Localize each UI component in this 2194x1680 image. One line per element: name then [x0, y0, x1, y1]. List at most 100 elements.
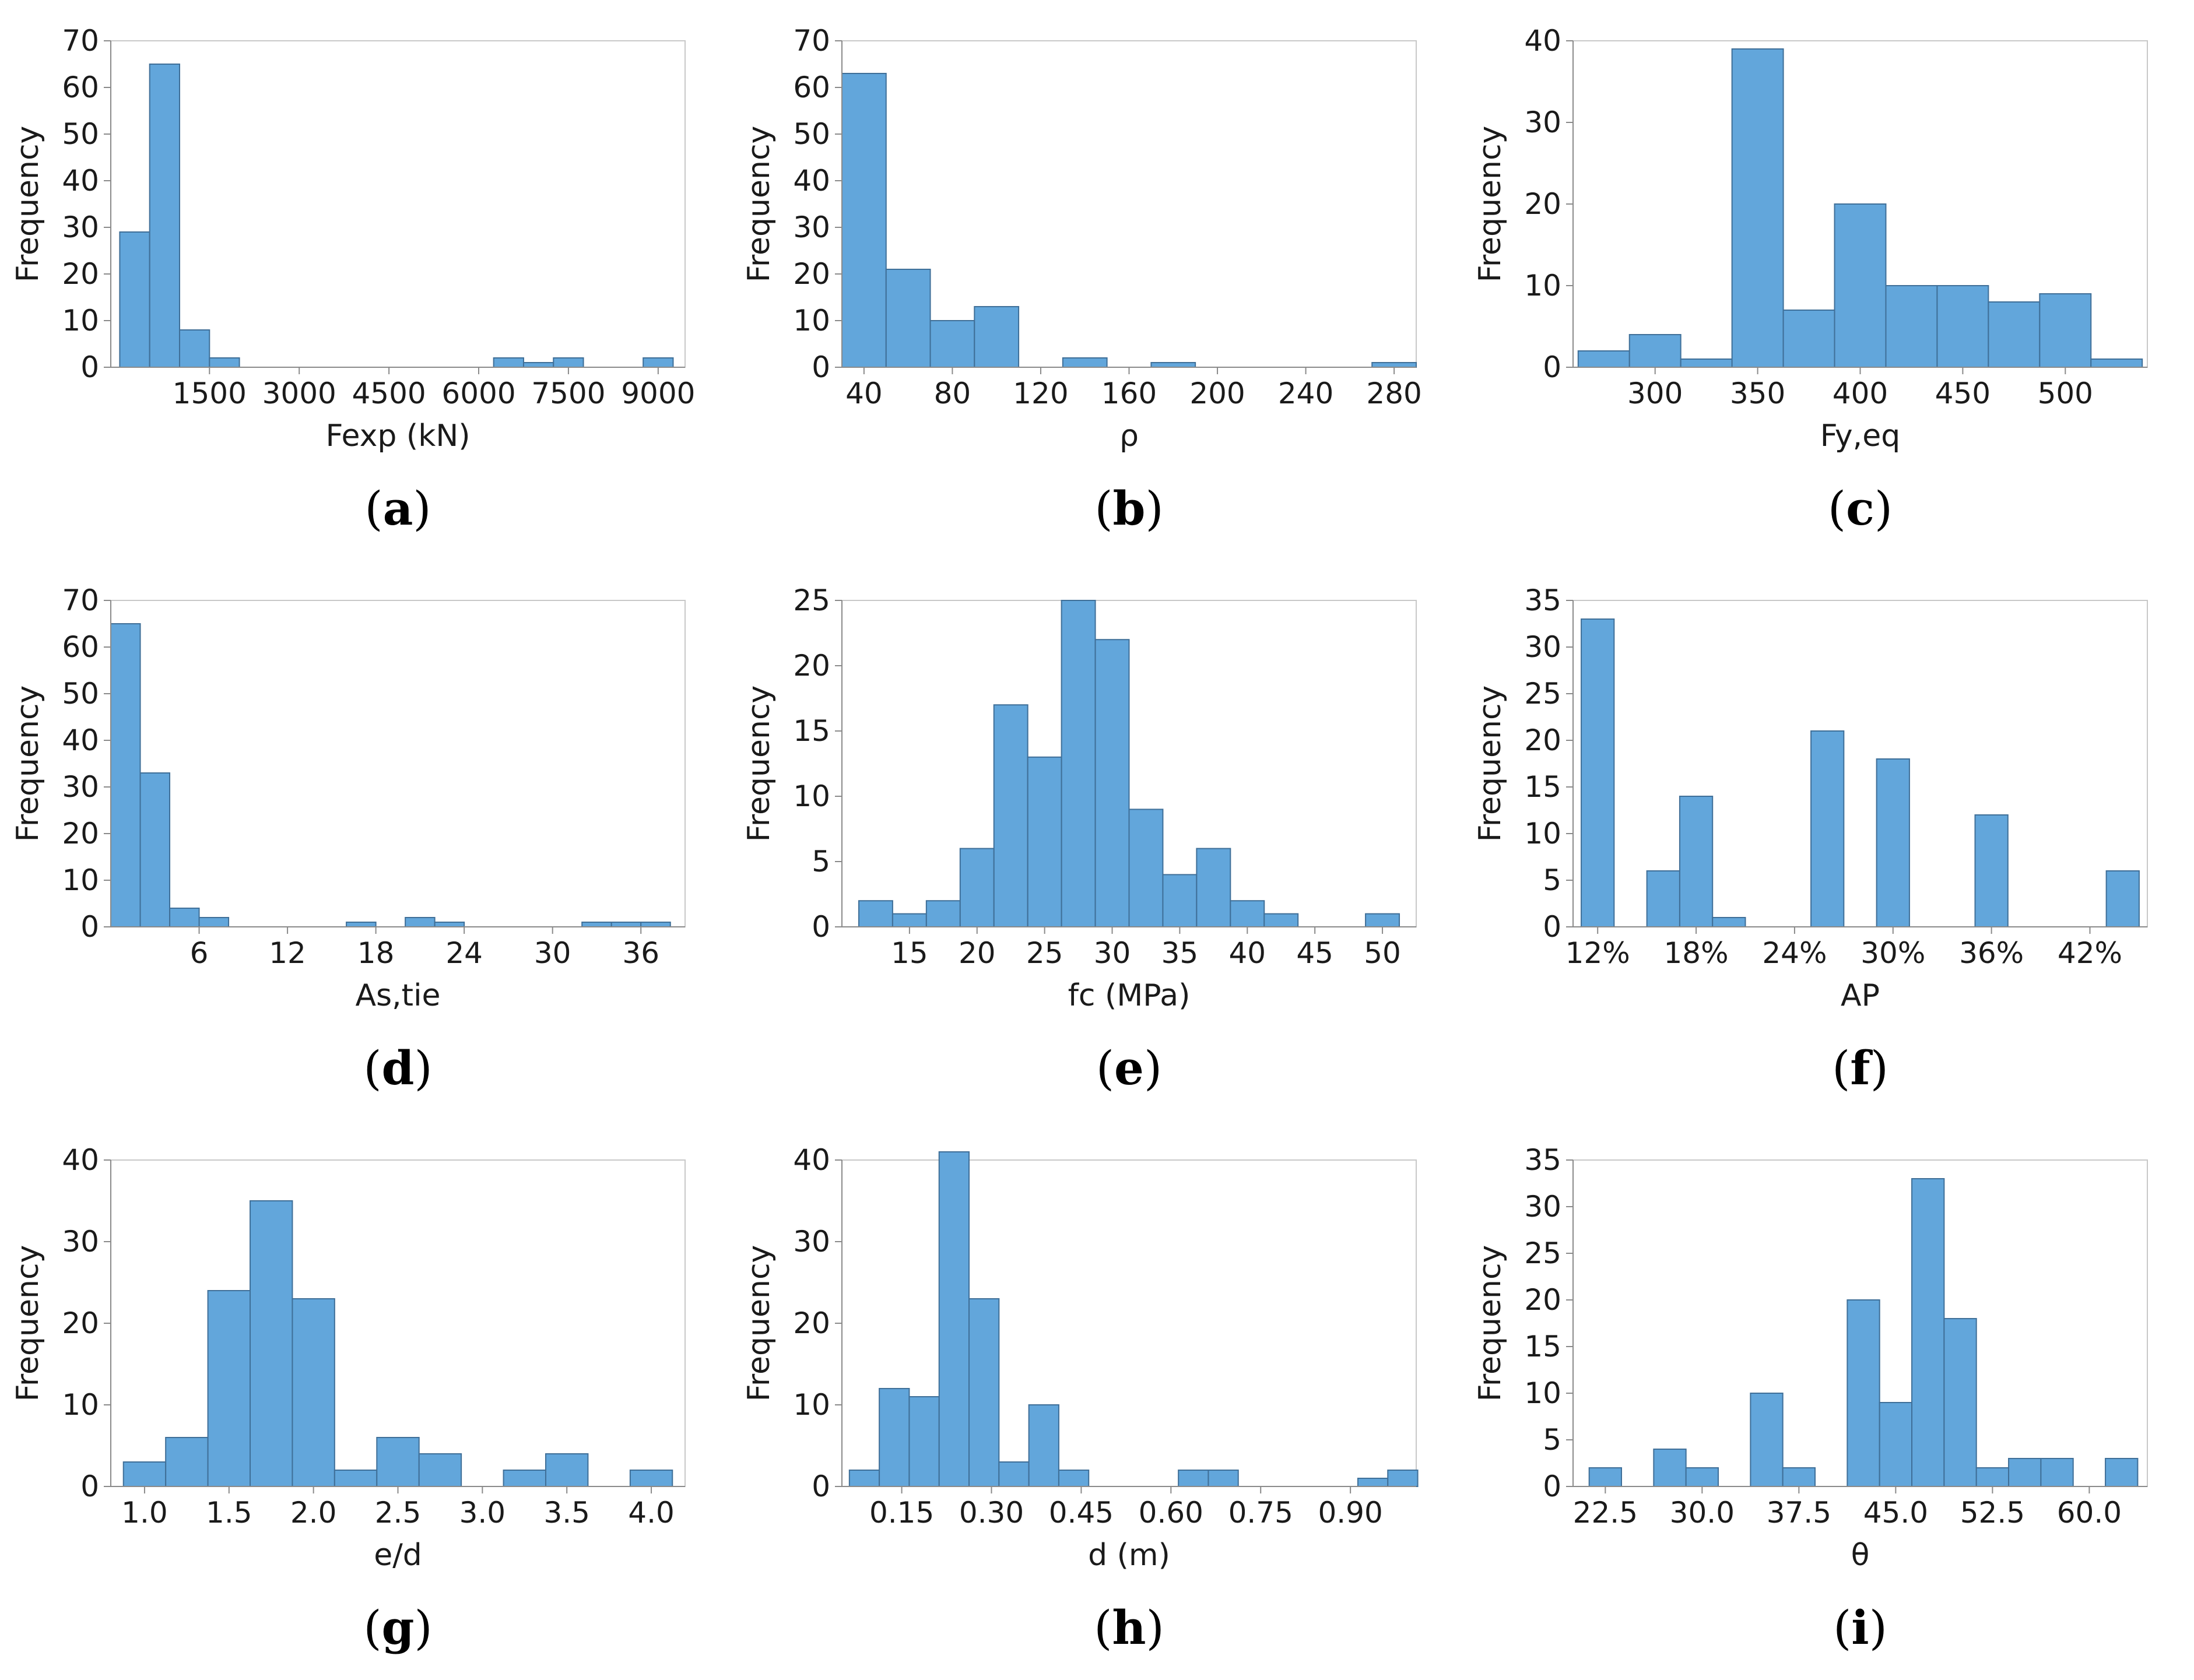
- x-tick-label: 3.0: [459, 1496, 506, 1530]
- panel-caption: (a): [364, 481, 431, 536]
- histogram-bar: [581, 922, 612, 927]
- histogram-bar: [553, 357, 584, 368]
- histogram-svg-b: 0 10 20 30 40 50 60 70 40 80 120 160 200 240 280 ρ Frequ…: [742, 24, 1422, 536]
- x-tick-label: 20: [959, 936, 996, 970]
- histogram-bar: [434, 922, 465, 927]
- y-tick-label: 20: [62, 817, 99, 850]
- histogram-bar: [165, 1437, 209, 1487]
- x-tick-label: 60.0: [2057, 1496, 2122, 1530]
- x-tick-label: 0.45: [1049, 1496, 1114, 1530]
- histogram-bar: [1936, 285, 1989, 368]
- histogram-bar: [250, 1200, 293, 1487]
- histogram-bar: [1685, 1467, 1719, 1487]
- y-tick-label: 20: [793, 257, 830, 291]
- y-tick-label: 70: [793, 24, 830, 58]
- histogram-bar: [209, 357, 240, 368]
- y-tick-label: 0: [1543, 350, 1561, 384]
- histogram-bar: [1834, 203, 1887, 368]
- x-tick-label: 500: [2038, 377, 2093, 410]
- x-axis-title: fc (MPa): [1068, 978, 1191, 1013]
- x-tick-label: 7500: [531, 377, 605, 410]
- y-tick-label: 10: [1524, 269, 1561, 303]
- x-tick-label: 9000: [621, 377, 695, 410]
- y-tick-label: 30: [62, 210, 99, 244]
- y-tick-label: 20: [1524, 1283, 1561, 1317]
- histogram-panel-c: 0 10 20 30 40 300 350 400 450 500 Fy,eq Frequency (c…: [1462, 0, 2193, 560]
- y-tick-label: 5: [1543, 863, 1561, 897]
- histogram-bar: [1731, 48, 1784, 368]
- panel-caption: (e): [1096, 1041, 1162, 1095]
- y-tick-label: 0: [80, 1470, 99, 1503]
- histogram-bar: [1975, 1467, 2010, 1487]
- y-axis-title: Frequency: [1473, 1245, 1508, 1402]
- y-tick-label: 0: [80, 350, 99, 384]
- y-tick-label: 20: [62, 1306, 99, 1340]
- histogram-bar: [119, 231, 150, 368]
- y-tick-label: 5: [1543, 1423, 1561, 1457]
- x-tick-label: 36%: [1959, 936, 2024, 970]
- histogram-bar: [841, 73, 887, 368]
- y-tick-label: 40: [62, 723, 99, 757]
- x-tick-label: 24%: [1762, 936, 1827, 970]
- histogram-bar: [2105, 1458, 2139, 1487]
- histogram-bar: [1810, 730, 1845, 927]
- panel-caption: (c): [1828, 481, 1893, 536]
- histogram-bar: [1062, 357, 1108, 368]
- histogram-bar: [405, 917, 436, 927]
- x-tick-label: 0.75: [1228, 1496, 1293, 1530]
- y-tick-label: 10: [1524, 817, 1561, 850]
- histogram-bar: [110, 623, 141, 927]
- histogram-bar: [178, 329, 210, 368]
- histogram-bar: [1094, 639, 1130, 927]
- y-tick-label: 20: [793, 649, 830, 683]
- x-tick-label: 25: [1026, 936, 1063, 970]
- histogram-bar: [1357, 1478, 1389, 1487]
- y-tick-label: 10: [793, 779, 830, 813]
- histogram-bar: [1646, 870, 1680, 927]
- x-tick-label: 36: [622, 936, 659, 970]
- histogram-bar: [2039, 293, 2092, 368]
- histogram-bar: [1230, 900, 1265, 928]
- histogram-bar: [1782, 1467, 1816, 1487]
- histogram-bar: [1178, 1470, 1209, 1487]
- x-tick-label: 300: [1627, 377, 1683, 410]
- y-tick-label: 35: [1524, 584, 1561, 617]
- histogram-bar: [1588, 1467, 1623, 1487]
- x-tick-label: 40: [1228, 936, 1266, 970]
- x-tick-label: 30: [1094, 936, 1131, 970]
- histogram-bar: [891, 913, 927, 927]
- histogram-bar: [198, 917, 230, 927]
- x-axis-title: ρ: [1119, 419, 1139, 454]
- histogram-bar: [1162, 874, 1198, 928]
- histogram-bar: [1680, 359, 1733, 368]
- y-tick-label: 60: [62, 71, 99, 104]
- y-tick-label: 10: [793, 1388, 830, 1422]
- y-tick-label: 40: [793, 1143, 830, 1177]
- x-tick-label: 12%: [1565, 936, 1630, 970]
- x-tick-label: 22.5: [1573, 1496, 1638, 1530]
- y-tick-label: 0: [812, 910, 830, 944]
- histogram-bar: [1628, 334, 1682, 368]
- histogram-panel-h: 0 10 20 30 40 0.15 0.30 0.45 0.60 0.75 0.90 d (m) Fr…: [731, 1119, 1462, 1679]
- y-tick-label: 10: [793, 304, 830, 338]
- histogram-svg-e: 0 5 10 15 20 25 15 20 25 30 35 40 45 50 fc (MPa) Freque…: [742, 584, 1417, 1095]
- histogram-bar: [1371, 362, 1417, 368]
- x-tick-label: 3000: [262, 377, 336, 410]
- histogram-bar: [1027, 756, 1062, 927]
- y-tick-label: 10: [1524, 1376, 1561, 1410]
- x-tick-label: 52.5: [1960, 1496, 2025, 1530]
- panel-caption: (i): [1833, 1600, 1887, 1655]
- x-axis-title: Fexp (kN): [325, 419, 470, 454]
- y-tick-label: 40: [62, 164, 99, 198]
- y-axis-title: Frequency: [742, 686, 777, 842]
- y-tick-label: 10: [62, 863, 99, 897]
- histogram-bar: [1847, 1299, 1880, 1487]
- x-tick-label: 30.0: [1670, 1496, 1735, 1530]
- x-tick-label: 1.0: [121, 1496, 168, 1530]
- x-tick-label: 42%: [2058, 936, 2122, 970]
- x-axis-title: d (m): [1088, 1538, 1170, 1573]
- y-axis-title: Frequency: [742, 1245, 777, 1402]
- y-tick-label: 40: [62, 1143, 99, 1177]
- x-tick-label: 18: [357, 936, 395, 970]
